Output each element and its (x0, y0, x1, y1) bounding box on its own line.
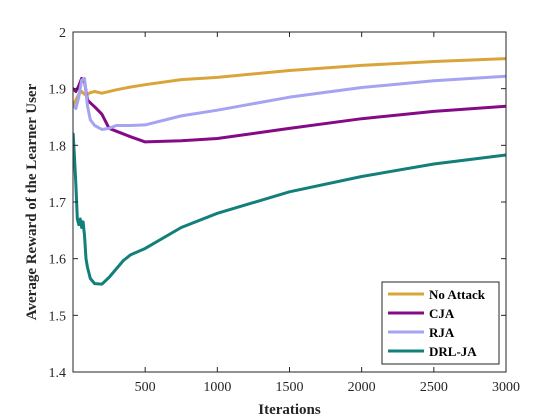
legend-label-cja: CJA (429, 306, 455, 321)
y-tick-label: 1.6 (49, 253, 67, 268)
series-line-rja (73, 74, 506, 131)
series-line-drl-ja (73, 132, 506, 286)
y-tick-label: 1.7 (49, 196, 67, 211)
x-tick-label: 1500 (276, 380, 304, 395)
plot-area (73, 57, 506, 286)
y-tick-label: 2 (59, 26, 66, 41)
x-tick-label: 3000 (492, 380, 520, 395)
x-axis-title: Iterations (258, 402, 321, 418)
x-tick-label: 500 (135, 380, 156, 395)
x-tick-label: 2000 (348, 380, 376, 395)
x-tick-label: 2500 (420, 380, 448, 395)
y-tick-label: 1.5 (49, 309, 67, 324)
y-axis-title: Average Reward of the Learner User (24, 83, 40, 320)
legend-label-rja: RJA (429, 325, 455, 340)
x-tick-label: 1000 (203, 380, 231, 395)
axes: 500 1000 1500 2000 2500 3000 1.4 1.5 1.6 1.7 1.8 1.… (49, 26, 521, 395)
y-tick-label: 1.9 (49, 83, 67, 98)
legend-label-no-attack: No Attack (429, 287, 486, 302)
legend-label-drl-ja: DRL-JA (429, 344, 477, 359)
legend: No Attack CJA RJA DRL-JA (381, 281, 500, 365)
y-tick-label: 1.4 (49, 366, 67, 381)
y-tick-label: 1.8 (49, 139, 67, 154)
series-line-no-attack (73, 57, 506, 108)
